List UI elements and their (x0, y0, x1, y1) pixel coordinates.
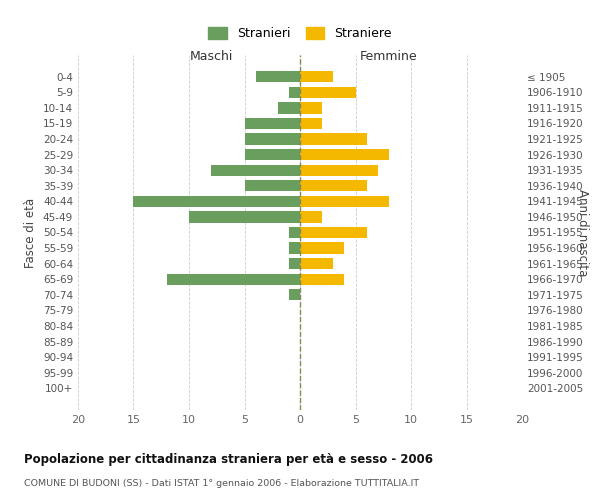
Bar (300, 212, 322, 222)
Text: Femmine: Femmine (360, 50, 418, 62)
Bar (300, 258, 334, 270)
Bar (300, 227, 367, 238)
Bar (245, 134, 300, 144)
Y-axis label: Fasce di età: Fasce di età (25, 198, 37, 268)
Bar (300, 86, 355, 98)
Bar (189, 212, 300, 222)
Bar (167, 274, 300, 285)
Bar (300, 196, 389, 207)
Bar (300, 71, 334, 83)
Text: Maschi: Maschi (190, 50, 233, 62)
Bar (300, 149, 389, 160)
Text: COMUNE DI BUDONI (SS) - Dati ISTAT 1° gennaio 2006 - Elaborazione TUTTITALIA.IT: COMUNE DI BUDONI (SS) - Dati ISTAT 1° ge… (24, 479, 419, 488)
Y-axis label: Anni di nascita: Anni di nascita (576, 189, 589, 276)
Bar (300, 118, 322, 129)
Bar (289, 289, 300, 300)
Bar (300, 164, 378, 176)
Bar (289, 258, 300, 270)
Bar (300, 274, 344, 285)
Text: Popolazione per cittadinanza straniera per età e sesso - 2006: Popolazione per cittadinanza straniera p… (24, 452, 433, 466)
Bar (245, 180, 300, 192)
Bar (300, 134, 367, 144)
Bar (289, 86, 300, 98)
Bar (256, 71, 300, 83)
Bar (245, 149, 300, 160)
Legend: Stranieri, Straniere: Stranieri, Straniere (203, 22, 397, 45)
Bar (289, 242, 300, 254)
Bar (300, 242, 344, 254)
Bar (289, 227, 300, 238)
Bar (278, 102, 300, 114)
Bar (245, 118, 300, 129)
Bar (300, 102, 322, 114)
Bar (211, 164, 300, 176)
Bar (133, 196, 300, 207)
Bar (300, 180, 367, 192)
